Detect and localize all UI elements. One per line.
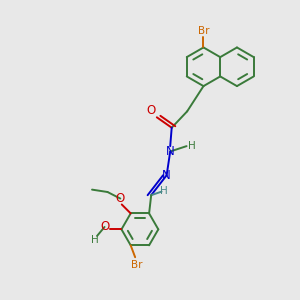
Text: N: N [166,145,175,158]
Text: H: H [188,141,196,151]
Text: O: O [147,104,156,117]
Text: Br: Br [198,26,209,36]
Text: Br: Br [131,260,143,270]
Text: H: H [160,186,167,196]
Text: O: O [100,220,109,233]
Text: H: H [91,235,99,245]
Text: O: O [116,192,125,205]
Text: N: N [162,169,171,182]
